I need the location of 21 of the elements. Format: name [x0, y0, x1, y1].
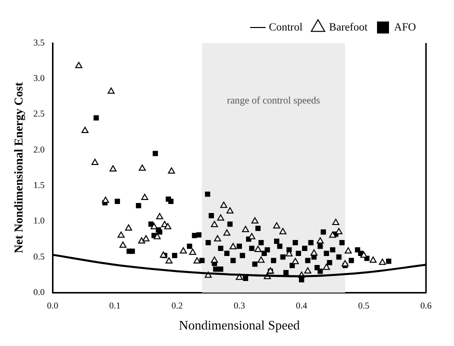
- x-tick-label: 0.6: [420, 300, 432, 310]
- x-tick-label: 0.5: [358, 300, 370, 310]
- y-tick-label: 2.5: [33, 108, 46, 119]
- legend-label: Barefoot: [329, 21, 368, 34]
- y-tick-label: 3.5: [33, 37, 46, 48]
- y-tick-label: 2.0: [33, 144, 46, 154]
- y-tick-label: 3.0: [33, 73, 46, 84]
- y-tick-label: 0.5: [33, 251, 46, 262]
- x-tick-label: 0.2: [171, 300, 183, 310]
- y-axis-title: Net Nondimensional Energy Cost: [11, 82, 26, 254]
- x-tick-label: 0.0: [47, 300, 59, 310]
- y-tick-label: 1.0: [33, 216, 46, 226]
- y-tick-label: 1.5: [33, 180, 46, 190]
- band-label: range of control speeds: [227, 96, 320, 107]
- x-axis-title: Nondimensional Speed: [178, 318, 300, 333]
- x-tick-label: 0.1: [109, 300, 120, 310]
- legend-label: AFO: [394, 21, 416, 34]
- x-tick-label: 0.3: [234, 300, 246, 310]
- x-tick-label: 0.4: [296, 300, 308, 310]
- y-tick-label: 0.0: [33, 286, 46, 297]
- legend-label: Control: [268, 21, 303, 34]
